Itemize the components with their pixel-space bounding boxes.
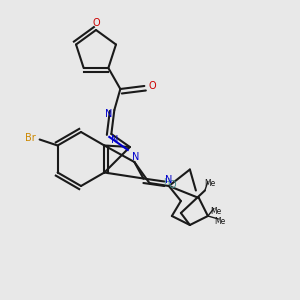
Text: Me: Me: [204, 178, 215, 188]
Text: Br: Br: [25, 133, 36, 143]
Text: N: N: [165, 175, 172, 185]
Text: O: O: [168, 179, 176, 190]
Text: N: N: [132, 152, 140, 163]
Text: O: O: [148, 81, 156, 91]
Text: O: O: [92, 17, 100, 28]
Text: N: N: [111, 135, 118, 145]
Text: N: N: [105, 110, 112, 119]
Text: H: H: [163, 178, 169, 187]
Text: Me: Me: [214, 218, 226, 226]
Text: Me: Me: [210, 207, 221, 216]
